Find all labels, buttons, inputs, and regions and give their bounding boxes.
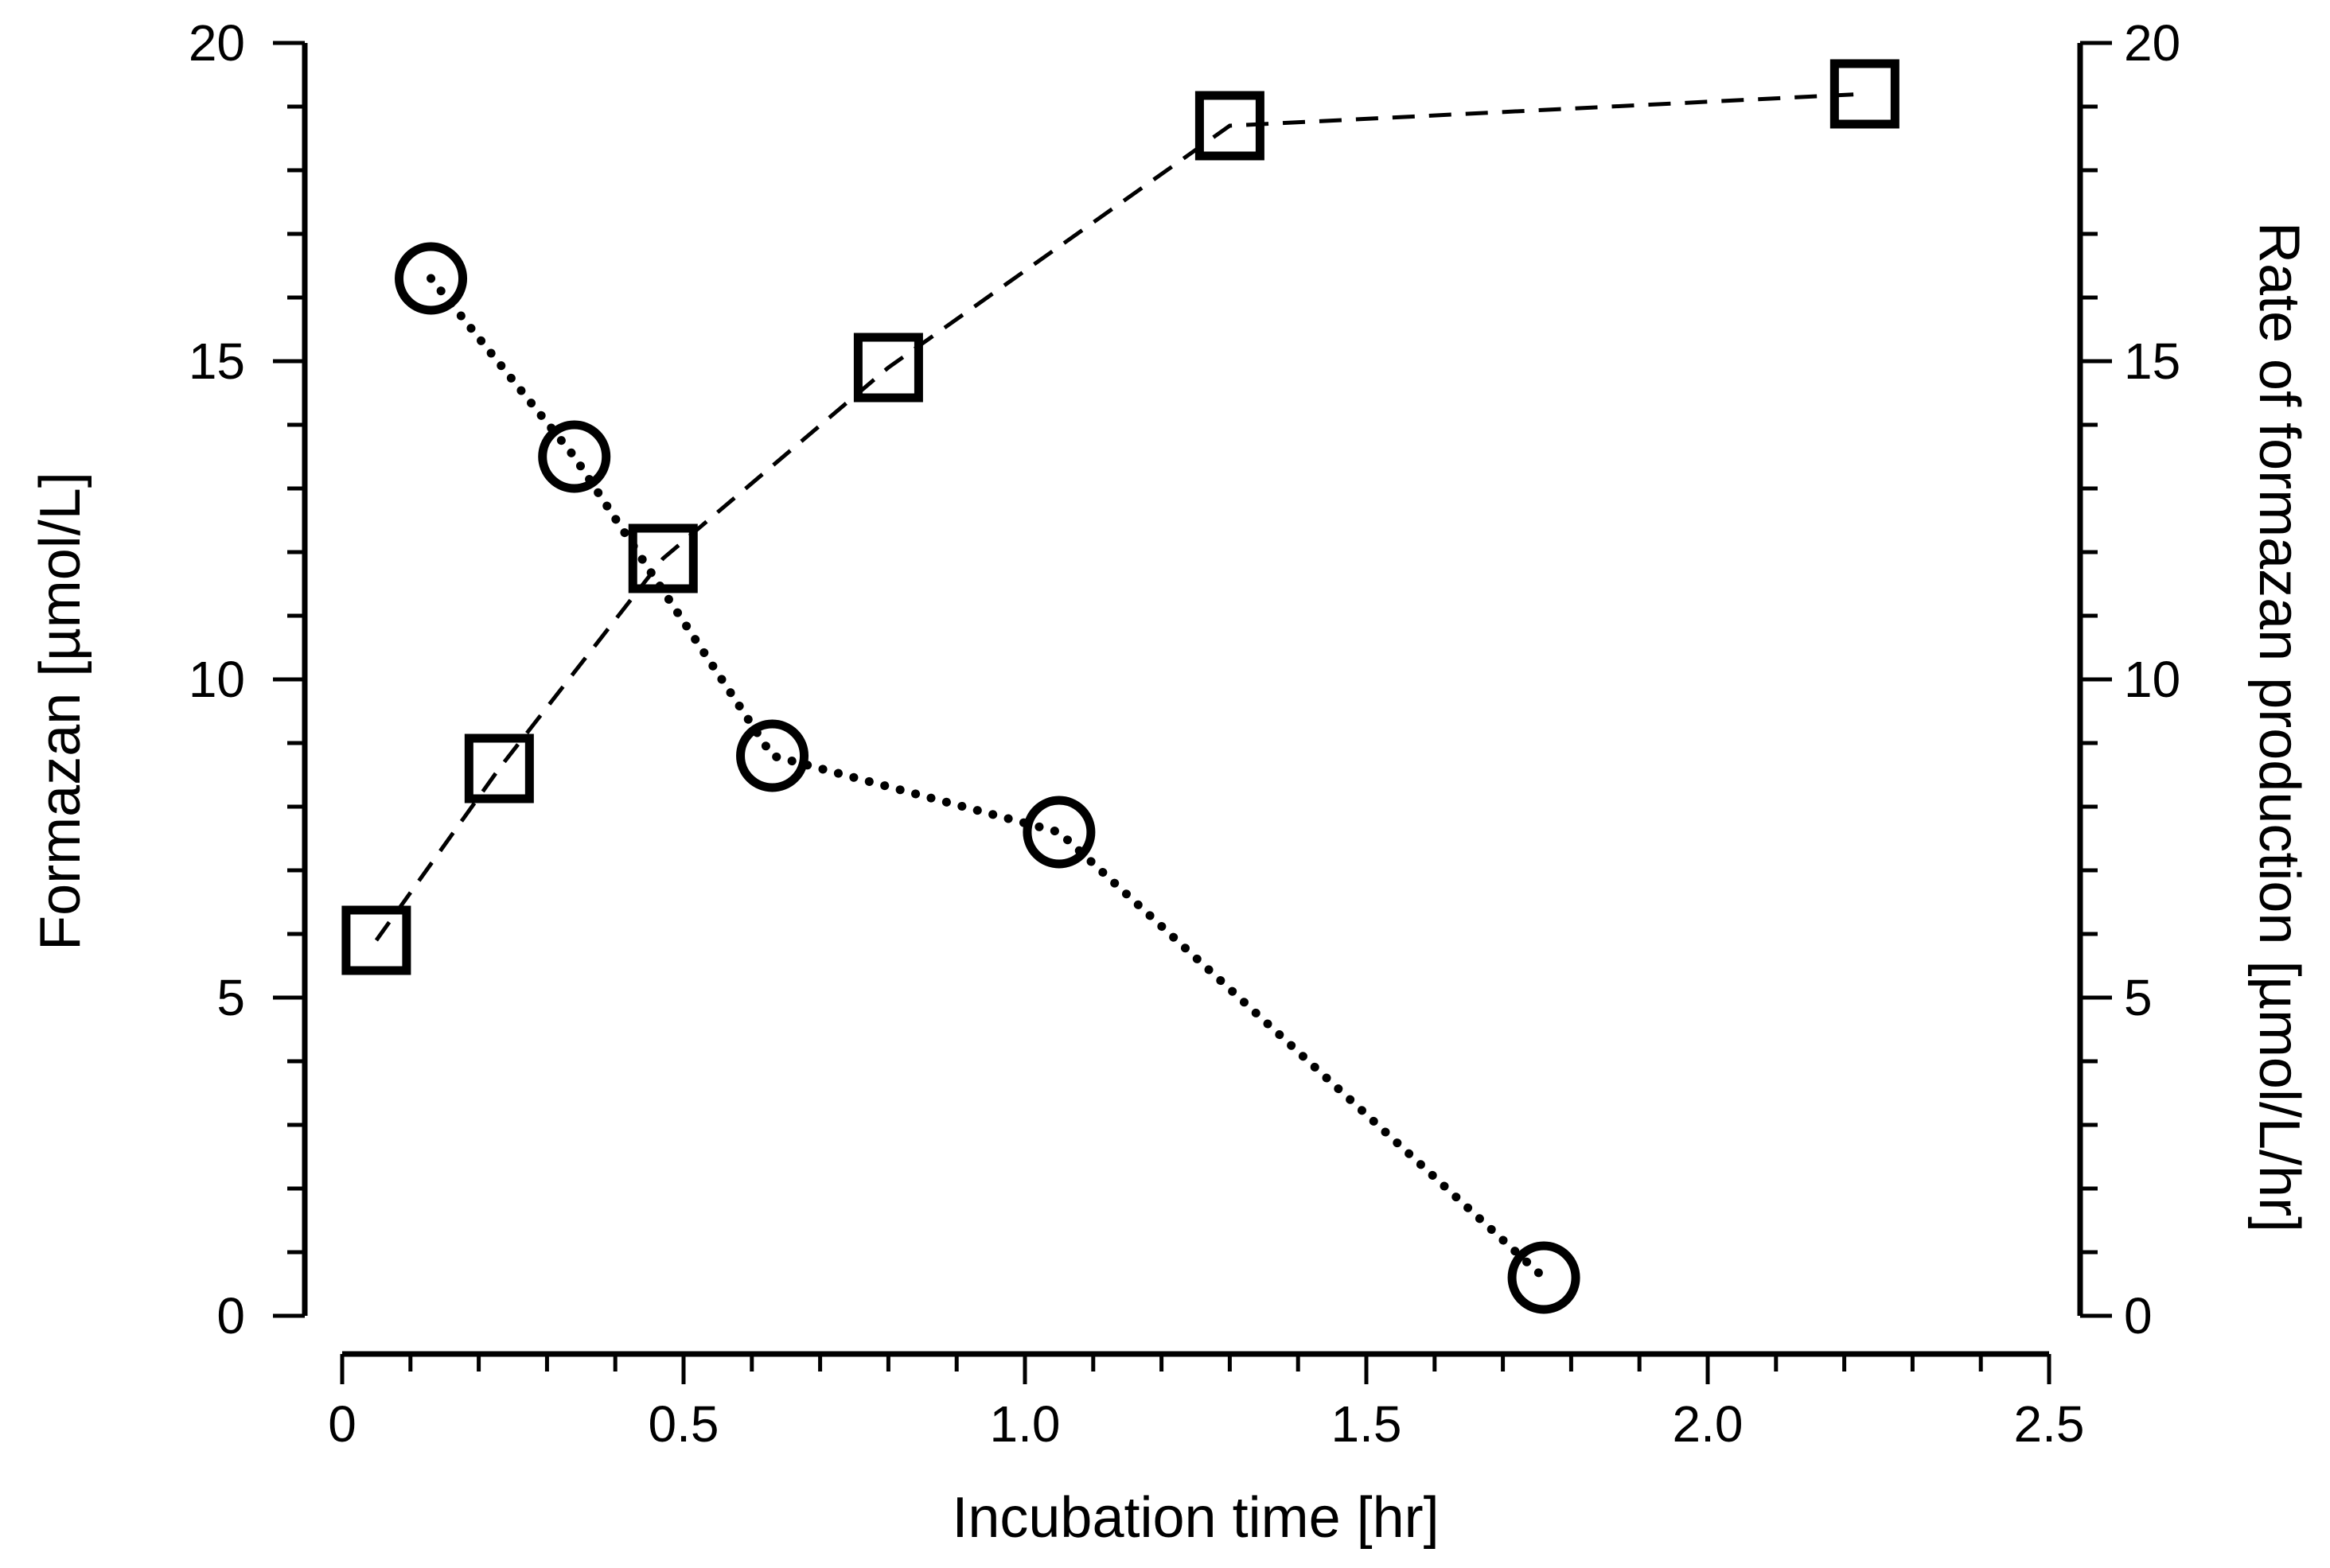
y-left-axis-title: Formazan [µmol/L] <box>29 472 92 951</box>
axes-layer <box>302 43 2083 1357</box>
formazan-data-point <box>1194 91 1264 161</box>
series-lines-layer <box>374 91 1865 1282</box>
x-tick-label: 2.0 <box>1673 1395 1744 1453</box>
rate-data-point <box>736 719 809 792</box>
y-right-tick-label: 0 <box>2124 1287 2153 1344</box>
formazan-data-point <box>1829 59 1899 129</box>
x-axis-title: Incubation time [hr] <box>952 1486 1439 1550</box>
ticks-layer: 0 0.5 1.0 1.5 2.0 2.5 0 5 10 15 20 0 5 10 15 20 <box>189 14 2180 1453</box>
y-left-tick-label: 5 <box>216 969 245 1026</box>
formazan-data-point <box>628 523 698 593</box>
x-tick-label: 2.5 <box>2014 1395 2085 1453</box>
rate-data-point <box>395 242 468 315</box>
y-left-tick-label: 0 <box>216 1287 245 1344</box>
x-tick-label: 1.0 <box>990 1395 1061 1453</box>
y-right-tick-label: 15 <box>2124 333 2180 390</box>
rate-data-point <box>1507 1241 1580 1314</box>
y-right-tick-label: 20 <box>2124 14 2180 72</box>
y-left-tick-label: 10 <box>189 651 245 708</box>
x-tick-label: 1.5 <box>1331 1395 1402 1453</box>
y-right-tick-label: 5 <box>2124 969 2153 1026</box>
rate-data-point <box>1023 796 1096 869</box>
y-right-axis-title: Rate of formazan production [µmol/L/hr] <box>2247 222 2311 1232</box>
y-left-tick-label: 20 <box>189 14 245 72</box>
y-left-tick-label: 15 <box>189 333 245 390</box>
x-tick-label: 0.5 <box>649 1395 719 1453</box>
y-right-tick-label: 10 <box>2124 651 2180 708</box>
rate-series-line <box>427 274 1549 1282</box>
rate-data-point <box>538 420 611 493</box>
formazan-data-point <box>853 333 923 403</box>
x-tick-label: 0 <box>328 1395 357 1453</box>
series-markers-layer <box>341 59 1899 1314</box>
formazan-data-point <box>464 733 534 803</box>
formazan-series-line <box>374 91 1865 942</box>
formazan-data-point <box>341 905 411 975</box>
